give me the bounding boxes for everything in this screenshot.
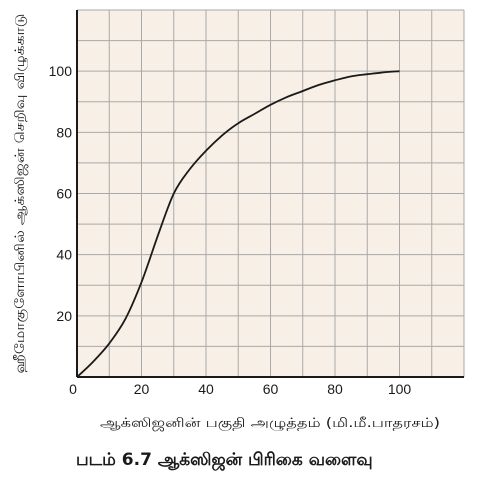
y-tick-label: 20 (56, 308, 72, 324)
x-tick-label: 20 (134, 381, 150, 397)
x-tick-label: 40 (198, 381, 214, 397)
x-tick-label: 100 (388, 381, 412, 397)
y-tick-label: 100 (49, 63, 73, 79)
y-tick-label: 80 (56, 124, 72, 140)
figure-caption: படம் 6.7 ஆக்ஸிஜன் பிரிகை வளைவு (76, 450, 373, 470)
x-tick-label: 60 (263, 381, 279, 397)
tick-labels: 0 20 40 60 80 100 20 40 60 80 100 (49, 63, 412, 397)
dissociation-curve-line (76, 70, 400, 378)
y-tick-label: 60 (56, 186, 72, 202)
grid (77, 9, 465, 377)
x-tick-label: 0 (69, 381, 77, 397)
y-tick-label: 40 (56, 247, 72, 263)
x-axis-label: ஆக்ஸிஜனின் பகுதி அழுத்தம் (மி.மீ.பாதரசம்… (100, 416, 440, 431)
y-axis-label: ஹீமோகுளோபினில் ஆக்ஸிஜன் செறிவு விழுக்காட… (13, 14, 28, 374)
x-tick-label: 80 (327, 381, 343, 397)
axes (76, 10, 464, 378)
